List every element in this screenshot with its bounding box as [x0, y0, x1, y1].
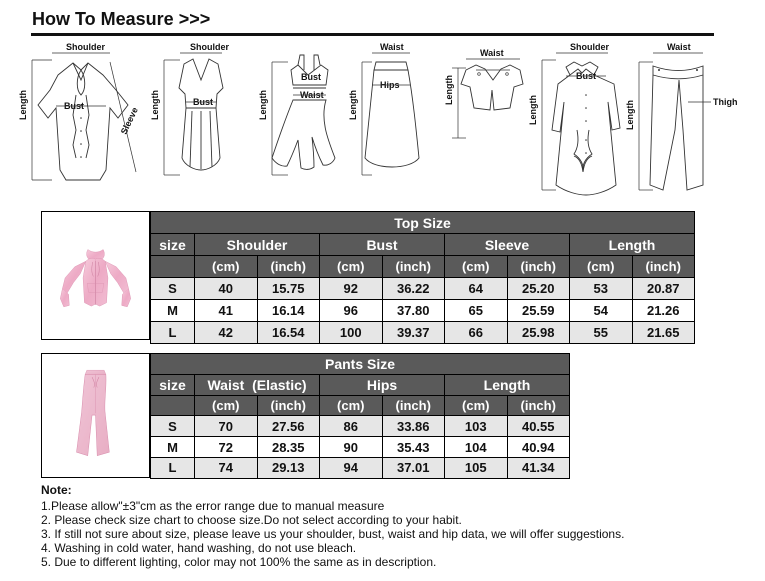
svg-text:Thigh: Thigh: [713, 97, 738, 107]
svg-text:Length: Length: [18, 90, 28, 120]
svg-text:Shoulder: Shoulder: [570, 42, 609, 52]
svg-text:Bust: Bust: [301, 72, 321, 82]
svg-text:Shoulder: Shoulder: [66, 42, 105, 52]
svg-text:Length: Length: [625, 100, 635, 130]
svg-text:Waist: Waist: [667, 42, 691, 52]
svg-text:Length: Length: [444, 75, 454, 105]
svg-text:Waist: Waist: [480, 48, 504, 58]
svg-text:Shoulder: Shoulder: [190, 42, 229, 52]
svg-text:Length: Length: [258, 90, 268, 120]
svg-text:Length: Length: [348, 90, 358, 120]
svg-text:Waist: Waist: [380, 42, 404, 52]
svg-text:Length: Length: [150, 90, 160, 120]
svg-text:Sleeve: Sleeve: [119, 106, 140, 136]
svg-text:Length: Length: [528, 95, 538, 125]
